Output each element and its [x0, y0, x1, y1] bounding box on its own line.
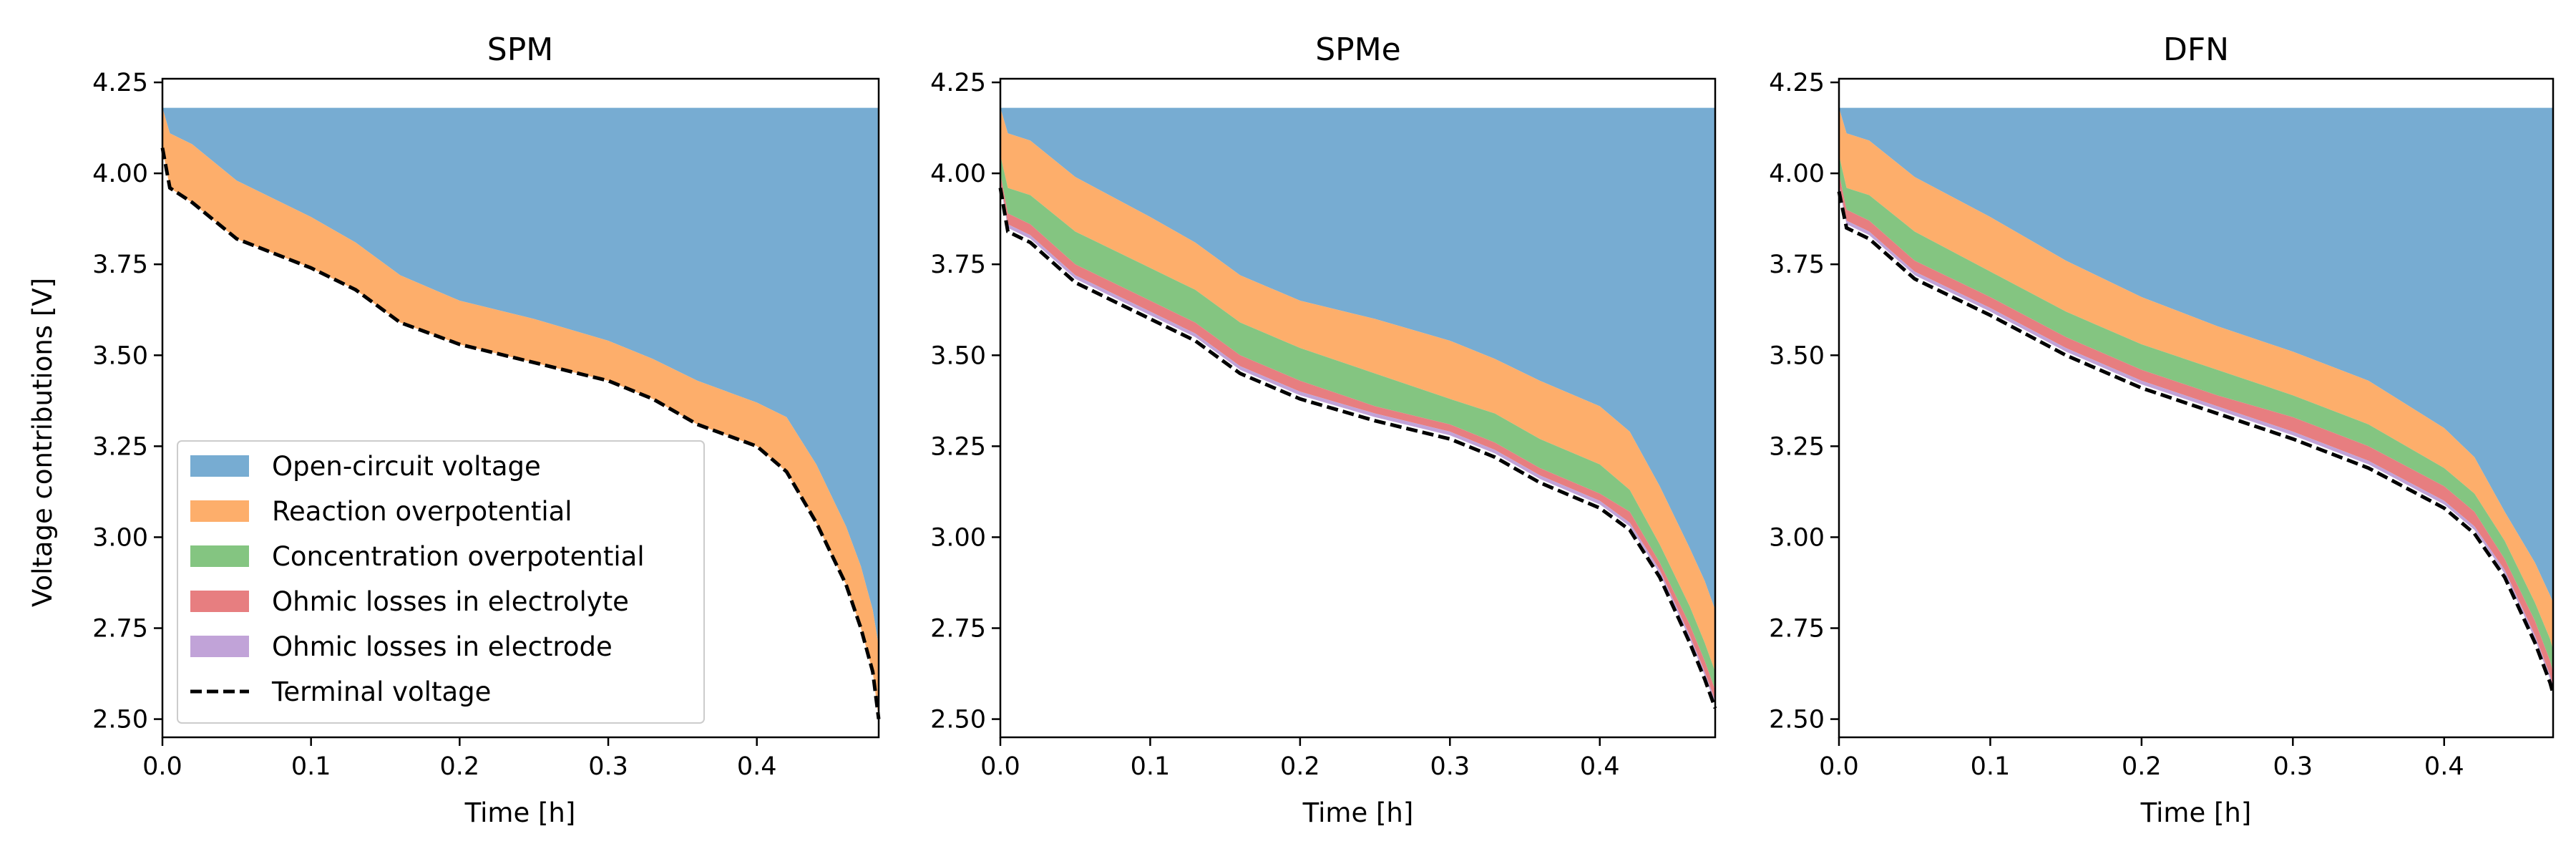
y-tick-label-spm: 3.25 [92, 432, 148, 461]
area-reaction-dfn [1839, 107, 2553, 651]
legend: Open-circuit voltage Reaction overpotent… [177, 440, 705, 724]
y-tick-label-spme: 2.75 [930, 615, 986, 644]
axes-frame-dfn [1838, 77, 2555, 739]
area-ocv-spme [1000, 107, 1715, 611]
legend-swatch-reaction [190, 500, 249, 522]
y-tick-label-spme: 2.50 [930, 706, 986, 734]
y-tick-label-dfn: 3.00 [1769, 523, 1825, 552]
x-axis-label-spm: Time [h] [464, 797, 576, 828]
y-tick-label-dfn: 2.50 [1769, 706, 1825, 734]
x-tick-label-dfn: 0.1 [1971, 752, 2011, 781]
axes-frame-spme [999, 77, 1717, 739]
legend-swatch-concentration [190, 545, 249, 567]
area-concentration-spme [1000, 155, 1715, 690]
y-tick-label-spm: 2.75 [92, 615, 148, 644]
x-tick-label-dfn: 0.0 [1819, 752, 1859, 781]
area-reaction-spme [1000, 107, 1715, 672]
axes-frame-spm [161, 77, 880, 739]
x-tick-label-spme: 0.3 [1430, 752, 1470, 781]
terminal-voltage-line-spm [160, 147, 881, 719]
x-tick-label-dfn: 0.4 [2424, 752, 2464, 781]
y-tick-label-dfn: 2.75 [1769, 615, 1825, 644]
x-axis-label-dfn: Time [h] [2140, 797, 2252, 828]
panel-spm-terminal [160, 147, 881, 719]
x-tick-label-dfn: 0.2 [2122, 752, 2162, 781]
panel-dfn-terminal [1837, 191, 2555, 694]
y-tick-label-spm: 4.25 [92, 69, 148, 97]
y-tick-label-spm: 3.50 [92, 341, 148, 370]
legend-label-reaction: Reaction overpotential [272, 496, 572, 527]
y-tick-label-spme: 3.00 [930, 523, 986, 552]
y-tick-label-spm: 3.75 [92, 251, 148, 279]
legend-label-concentration: Concentration overpotential [272, 541, 645, 572]
panel-spme-axes: 2.50 2.75 3.00 3.25 3.50 3.75 4.00 4.25 0.0 0.1 0.… [930, 69, 1717, 781]
area-ocv-spm [162, 107, 879, 646]
y-tick-label-dfn: 3.75 [1769, 251, 1825, 279]
x-tick-label-spme: 0.1 [1131, 752, 1171, 781]
legend-swatch-ocv [190, 455, 249, 477]
legend-swatch-electrolyte [190, 591, 249, 612]
y-tick-label-spme: 3.75 [930, 251, 986, 279]
panel-spm: SPM 2.50 2.75 3.00 3.25 3.50 3.75 4.00 4.25 0.0 0… [92, 31, 881, 828]
y-tick-label-spme: 3.25 [930, 432, 986, 461]
y-tick-label-spm: 4.00 [92, 160, 148, 188]
y-tick-label-dfn: 3.50 [1769, 341, 1825, 370]
legend-frame [177, 440, 705, 724]
x-tick-label-spm: 0.4 [737, 752, 777, 781]
x-tick-label-spme: 0.2 [1280, 752, 1320, 781]
x-tick-label-spm: 0.2 [440, 752, 480, 781]
y-tick-label-dfn: 4.00 [1769, 160, 1825, 188]
panel-spm-areas [162, 107, 879, 719]
x-tick-label-spme: 0.4 [1580, 752, 1620, 781]
x-tick-label-spm: 0.0 [142, 752, 182, 781]
y-tick-label-spme: 3.50 [930, 341, 986, 370]
y-tick-label-spme: 4.25 [930, 69, 986, 97]
legend-label-terminal: Terminal voltage [271, 676, 491, 707]
terminal-voltage-line-dfn [1837, 191, 2555, 694]
y-tick-label-spm: 2.50 [92, 706, 148, 734]
x-axis-label-spme: Time [h] [1302, 797, 1414, 828]
legend-label-electrolyte: Ohmic losses in electrolyte [272, 586, 629, 617]
area-ocv-dfn [1839, 107, 2553, 603]
y-tick-label-dfn: 4.25 [1769, 69, 1825, 97]
y-tick-label-spme: 4.00 [930, 160, 986, 188]
y-tick-label-dfn: 3.25 [1769, 432, 1825, 461]
panel-dfn-axes: 2.50 2.75 3.00 3.25 3.50 3.75 4.00 4.25 0.0 0.1 0.… [1769, 69, 2555, 781]
panel-title-spm: SPM [487, 31, 553, 68]
x-tick-label-spm: 0.1 [291, 752, 331, 781]
x-tick-label-spm: 0.3 [588, 752, 628, 781]
x-tick-label-dfn: 0.3 [2273, 752, 2313, 781]
y-axis-label: Voltage contributions [V] [27, 278, 58, 607]
panel-spme-terminal [998, 188, 1717, 709]
legend-label-electrode: Ohmic losses in electrode [272, 631, 613, 662]
panel-spm-axes: 2.50 2.75 3.00 3.25 3.50 3.75 4.00 4.25 0.0 0.1 0.… [92, 69, 880, 781]
panel-dfn: DFN 2.50 2.75 3.00 3.25 3.50 3.75 4.00 4.25 0.0 0… [1769, 31, 2555, 828]
legend-label-ocv: Open-circuit voltage [272, 451, 541, 482]
panel-title-spme: SPMe [1315, 31, 1401, 68]
x-tick-label-spme: 0.0 [980, 752, 1020, 781]
panel-spme: SPMe 2.50 2.75 3.00 3.25 3.50 3.75 4.00 4.25 0.0… [930, 31, 1717, 828]
panel-spme-areas [1000, 107, 1715, 705]
terminal-voltage-line-spme [998, 188, 1717, 709]
area-reaction-spm [162, 107, 879, 719]
panel-dfn-areas [1839, 107, 2553, 690]
legend-swatch-electrode [190, 636, 249, 657]
panel-title-dfn: DFN [2163, 31, 2229, 68]
y-tick-label-spm: 3.00 [92, 523, 148, 552]
